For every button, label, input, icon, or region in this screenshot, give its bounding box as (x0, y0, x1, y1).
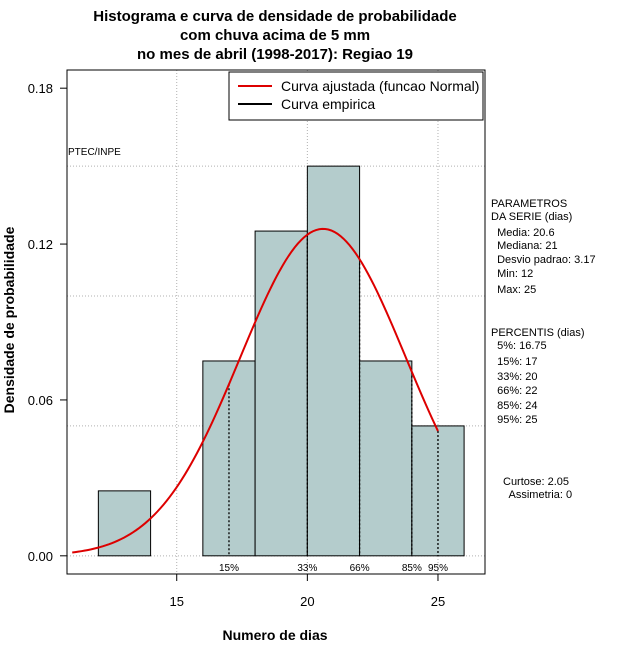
histogram-bar (254, 230, 308, 557)
legend-label-empirical: Curva empirica (281, 96, 375, 112)
percentile-label-66: 66% (350, 563, 370, 574)
percentile-label-33: 33% (297, 563, 317, 574)
percentil-33: 33%: 20 (491, 371, 537, 383)
percentile-label-85: 85% (402, 563, 422, 574)
percentil-85: 85%: 24 (491, 400, 537, 412)
y-tick-label: 0.12 (28, 237, 53, 252)
y-tick-label: 0.00 (28, 549, 53, 564)
param-media: Media: 20.6 (491, 227, 555, 239)
y-axis: 0.00 0.06 0.12 0.18 (28, 81, 68, 564)
legend-box (228, 71, 484, 121)
legend: Curva ajustada (funcao Normal) Curva emp… (228, 71, 484, 121)
percentile-labels: 15% 33% 66% 85% 95% (219, 563, 448, 574)
histogram-bars (97, 165, 465, 557)
y-tick-label: 0.06 (28, 393, 53, 408)
param-line-2: DA SERIE (dias) (491, 211, 572, 223)
percentile-lines (228, 234, 439, 556)
param-mediana: Mediana: 21 (491, 240, 558, 252)
histogram-bar (306, 165, 361, 557)
param-max: Max: 25 (491, 284, 536, 296)
percentile-label-15: 15% (219, 563, 239, 574)
percentil-5: 5%: 16.75 (491, 340, 547, 352)
histogram-bar (359, 360, 413, 557)
param-min: Min: 12 (491, 268, 533, 280)
x-axis-title: Numero de dias (222, 627, 327, 643)
percentil-15: 15%: 17 (491, 356, 537, 368)
assimetria: Assimetria: 0 (503, 489, 572, 501)
percentil-95: 95%: 25 (491, 414, 537, 426)
x-tick-label: 15 (169, 594, 183, 609)
x-axis: 15 20 25 (169, 573, 445, 609)
source-annotation: PTEC/INPE (68, 147, 121, 158)
chart-title-line-3: no mes de abril (1998-2017): Regiao 19 (137, 46, 413, 63)
x-tick-label: 25 (431, 594, 445, 609)
chart-title-line-1: Histograma e curva de densidade de proba… (93, 8, 456, 25)
y-axis-title: Densidade de probabilidade (1, 226, 17, 413)
param-line-1: PARAMETROS (491, 198, 567, 210)
x-tick-label: 20 (300, 594, 314, 609)
percentis-header: PERCENTIS (dias) (491, 327, 585, 339)
y-tick-label: 0.18 (28, 81, 53, 96)
normal-density-curve (72, 227, 439, 554)
chart-title-line-2: com chuva acima de 5 mm (180, 27, 370, 44)
percentil-66: 66%: 22 (491, 385, 537, 397)
curtose: Curtose: 2.05 (503, 476, 569, 488)
param-desvio: Desvio padrao: 3.17 (491, 254, 596, 266)
legend-label-normal: Curva ajustada (funcao Normal) (281, 78, 479, 94)
statistics-panel: PARAMETROS DA SERIE (dias) Media: 20.6 M… (491, 198, 596, 501)
percentile-label-95: 95% (428, 563, 448, 574)
